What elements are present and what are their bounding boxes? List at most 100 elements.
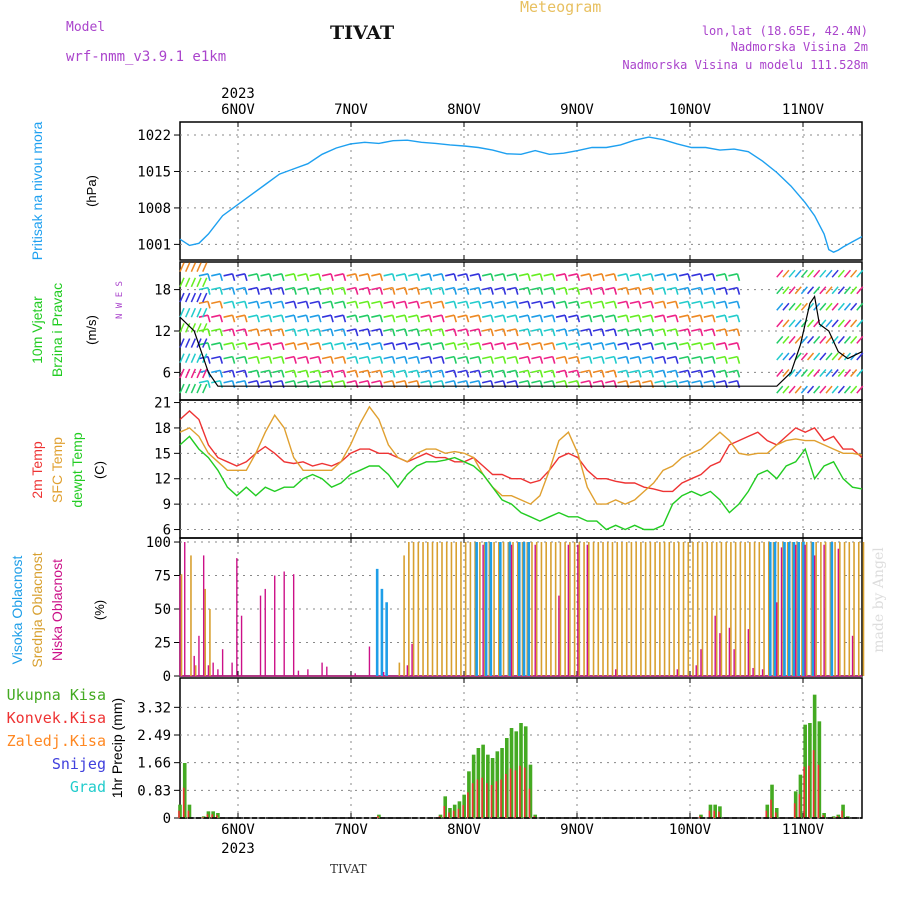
wind-barb-vertical (800, 286, 808, 295)
wind-barb-flag (588, 370, 593, 378)
wind-barb-vertical (776, 335, 784, 344)
wind-barb (679, 355, 689, 360)
wind-barb-flag (404, 356, 408, 364)
wind-barb-vertical (184, 353, 191, 364)
wind-barb-flag (564, 301, 568, 309)
wind-barb-vertical (196, 353, 202, 364)
rain-bar (187, 804, 192, 818)
wind-barb-flag (625, 314, 630, 323)
wind-barb (580, 273, 590, 277)
wind-barb-vertical (788, 286, 796, 295)
temp2m-line (179, 410, 863, 493)
precip-y-tick-label: 0.83 (137, 783, 171, 799)
wind-barb-flag (662, 273, 667, 282)
rain-conv-bar (490, 785, 493, 818)
rain-bar (504, 738, 509, 818)
wind-barb (432, 328, 443, 332)
data-marks (178, 136, 865, 819)
wind-barb-flag (416, 301, 421, 309)
wind-barb-flag (539, 301, 544, 309)
wind-barb-vertical (794, 269, 802, 278)
wind-barb-flag (625, 301, 630, 309)
wind-barb-flag (650, 287, 655, 295)
rain-bar (798, 774, 803, 818)
wind-barb (235, 342, 246, 346)
wind-barb (715, 355, 726, 360)
wind-barb-flag (453, 314, 457, 323)
wind-barb (223, 273, 233, 277)
wind-barb-flag (613, 370, 618, 378)
rain-conv-bar (377, 816, 379, 818)
x-tick-label-top: 6NOV (221, 102, 255, 118)
wind-barb-flag (404, 370, 408, 378)
wind-barb-flag (428, 356, 433, 364)
rain-bar (831, 816, 836, 818)
pressure-line (179, 136, 863, 253)
wind-barb-vertical (794, 319, 802, 328)
wind-barb (679, 273, 689, 277)
wind-barb-flag (244, 287, 248, 295)
wind-barb (408, 314, 418, 318)
wind-barb (494, 328, 504, 332)
wind-barb-flag (588, 328, 593, 337)
wind-barb-vertical (196, 277, 202, 288)
wind-barb-flag (478, 370, 482, 378)
wind-barb (543, 328, 553, 332)
axis-labels: 6NOV 6NOV 7NOV 7NOV 8NOV 8NOV 9NOV 9NOV 10NOV 10N… (7, 86, 887, 857)
wind-barb-flag (613, 287, 618, 295)
wind-barb-vertical (202, 292, 208, 303)
wind-barb-flag (465, 287, 470, 295)
wind-barb-vertical (179, 277, 185, 288)
wind-barb-flag (318, 370, 322, 378)
wind-barb-flag (293, 328, 297, 337)
wind-barb-flag (601, 328, 605, 337)
rain-bar (471, 754, 476, 818)
wind-barb (420, 314, 430, 318)
wind-barb (518, 314, 529, 318)
wind-barb (715, 273, 726, 277)
wind-barb-flag (342, 273, 347, 282)
wind-barb-flag (231, 301, 236, 309)
wind-barb (371, 314, 381, 318)
wind-barb-flag (318, 328, 322, 337)
wind-barb-flag (724, 356, 728, 364)
wind-barb-flag (453, 273, 457, 282)
wind-barb-flag (256, 356, 260, 364)
wind-barb (469, 300, 480, 305)
wind-barb-flag (268, 287, 273, 295)
wind-barb-flag (244, 356, 248, 364)
rain-conv-bar (523, 767, 526, 818)
wind-barb-vertical (843, 269, 852, 278)
wind-barb (728, 328, 738, 332)
wind-barb-flag (650, 314, 655, 323)
wind-barb (248, 328, 258, 332)
wind-barb (211, 273, 221, 277)
wind-barb (666, 355, 677, 360)
wind-barb-flag (638, 342, 642, 351)
rain-conv-bar (708, 810, 711, 818)
wind-barb-flag (367, 287, 371, 295)
wind-barb-vertical (831, 269, 839, 278)
wind-barb-flag (367, 342, 371, 351)
wind-barb-flag (268, 314, 273, 323)
wind-barb-flag (293, 314, 297, 323)
wind-barb (666, 314, 677, 318)
wind-barb-flag (441, 273, 445, 282)
wind-barb (383, 286, 393, 291)
wind-barb (223, 379, 233, 384)
wind-barb-flag (662, 328, 667, 337)
rain-bar (500, 748, 504, 818)
wind-barb (605, 355, 615, 360)
wind-barb-vertical (806, 269, 815, 278)
wind-barb-flag (367, 301, 371, 309)
wind-barb (420, 328, 430, 332)
wind-barb-flag (293, 356, 297, 364)
wind-barb-vertical (850, 369, 858, 378)
wind-barb (284, 314, 295, 318)
wind-barb-flag (515, 370, 519, 378)
rain-bar (481, 744, 485, 818)
wind-barb (518, 286, 529, 291)
wind-barb (580, 342, 590, 346)
wind-barb (728, 379, 738, 384)
wind-barb-flag (256, 370, 260, 378)
